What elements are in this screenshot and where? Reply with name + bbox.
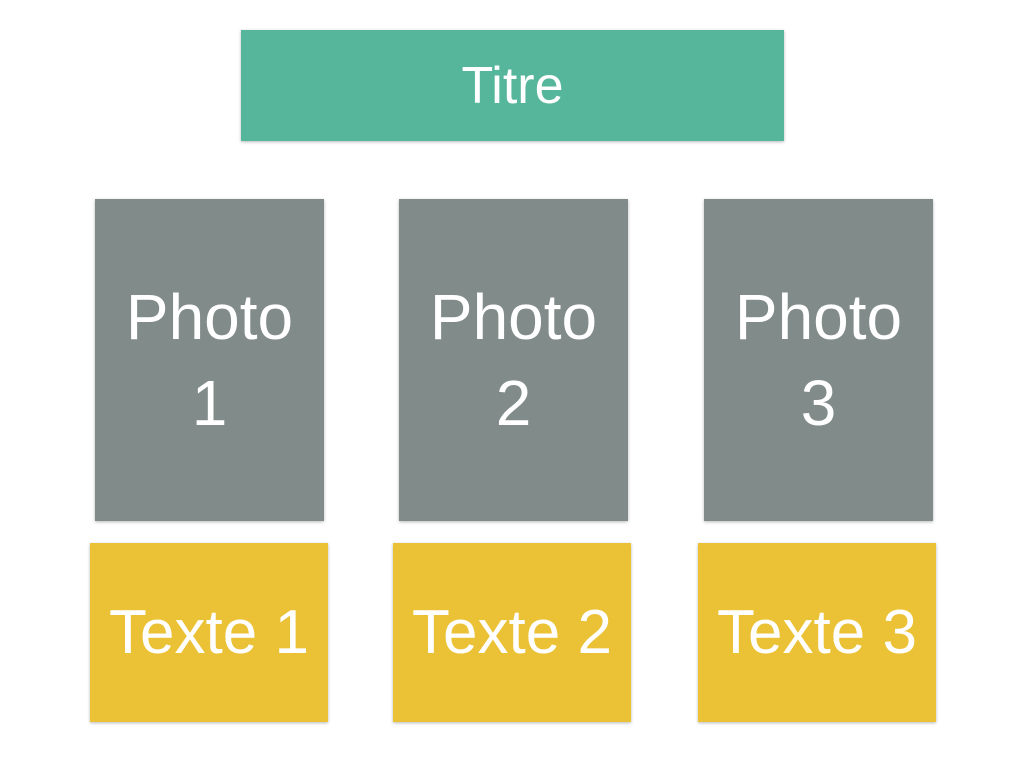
- photo-placeholder-3: Photo 3: [704, 199, 933, 521]
- photo-label-line1: Photo: [429, 281, 598, 353]
- text-label: Texte 1: [109, 598, 309, 667]
- photo-placeholder-1: Photo 1: [95, 199, 324, 521]
- text-box-2: Texte 2: [393, 543, 631, 722]
- photo-label-line1: Photo: [125, 281, 294, 353]
- title-box: Titre: [241, 30, 784, 141]
- title-label: Titre: [461, 56, 564, 115]
- text-box-1: Texte 1: [90, 543, 328, 722]
- photo-placeholder-2: Photo 2: [399, 199, 628, 521]
- photo-label-line1: Photo: [734, 281, 903, 353]
- text-label: Texte 2: [412, 598, 612, 667]
- photo-label-line2: 3: [800, 367, 837, 439]
- photo-label-line2: 2: [495, 367, 532, 439]
- text-box-3: Texte 3: [698, 543, 936, 722]
- photo-label-line2: 1: [191, 367, 228, 439]
- text-label: Texte 3: [717, 598, 917, 667]
